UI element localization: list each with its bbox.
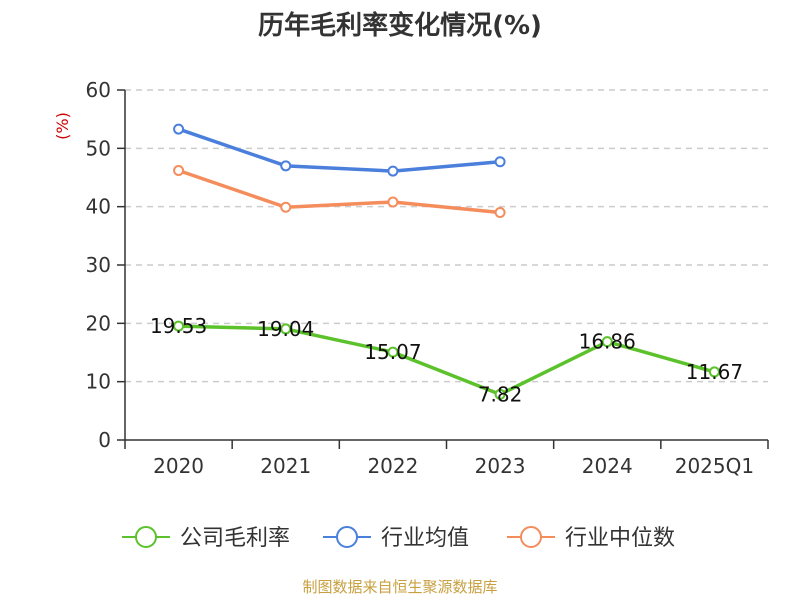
x-tick-label-5: 2025Q1 (675, 454, 754, 478)
y-tick-label-1: 10 (86, 370, 111, 394)
y-tick-label-3: 30 (86, 253, 111, 277)
y-tick-label-5: 50 (86, 136, 111, 160)
series-0-point-5 (708, 366, 720, 378)
x-tick-label-0: 2020 (153, 454, 204, 478)
source-note: 制图数据来自恒生聚源数据库 (302, 578, 497, 596)
series-line-0 (178, 324, 715, 397)
legend-marker-2 (520, 526, 542, 548)
series-0-point-4 (601, 336, 613, 348)
series-1-point-3 (494, 156, 506, 168)
data-label-4: 16.86 (579, 330, 636, 354)
x-tick-label-3: 2023 (475, 454, 526, 478)
series-2-point-1 (280, 201, 292, 213)
y-tick-label-2: 20 (86, 311, 111, 335)
series-1 (173, 123, 506, 177)
grid-lines (125, 89, 768, 383)
series-0 (173, 320, 720, 400)
legend-item-2: 行业中位数 (507, 526, 675, 551)
chart-title: 历年毛利率变化情况(%) (258, 10, 542, 41)
series-1-point-1 (280, 160, 292, 172)
legend-marker-0 (135, 526, 157, 548)
legend-label-0: 公司毛利率 (180, 526, 290, 551)
series-2 (173, 165, 506, 218)
data-label-3: 7.82 (478, 382, 523, 406)
data-label-2: 15.07 (364, 340, 421, 364)
series-line-1 (178, 127, 501, 173)
data-label-0: 19.53 (150, 314, 207, 338)
y-tick-label-4: 40 (86, 195, 111, 219)
legend-label-1: 行业均值 (381, 526, 469, 551)
series-0-point-3 (494, 388, 506, 400)
series-1-point-2 (387, 165, 399, 177)
x-tick-label-4: 2024 (582, 454, 633, 478)
data-label-5: 11.67 (686, 360, 743, 384)
legend-marker-1 (336, 526, 358, 548)
x-axis-ticks: 2020 2021 2022 2023 2024 2025Q1 (153, 454, 754, 478)
x-tick-label-1: 2021 (260, 454, 311, 478)
series-1-point-0 (173, 123, 185, 135)
y-tick-label-0: 0 (98, 428, 111, 452)
y-axis-ticks: 0 10 20 30 40 50 60 (86, 78, 111, 452)
series-2-point-2 (387, 196, 399, 208)
x-tick-label-2: 2022 (367, 454, 418, 478)
legend-item-1: 行业均值 (323, 526, 469, 551)
series-0-point-2 (387, 346, 399, 358)
legend-item-0: 公司毛利率 (122, 526, 290, 551)
series-layer (173, 123, 720, 400)
series-2-point-3 (494, 207, 506, 218)
series-0-point-0 (173, 320, 185, 332)
series-2-point-0 (173, 165, 185, 176)
y-tick-label-6: 60 (86, 78, 111, 102)
legend-label-2: 行业中位数 (565, 526, 675, 551)
y-axis-unit: (%) (53, 112, 72, 140)
series-0-point-1 (280, 323, 292, 335)
data-label-1: 19.04 (257, 317, 314, 341)
axes (117, 89, 769, 449)
legend: 公司毛利率 行业均值 行业中位数 (122, 526, 675, 551)
data-labels: 19.53 19.04 15.07 7.82 16.86 11.67 (150, 314, 743, 406)
series-line-2 (178, 168, 501, 215)
